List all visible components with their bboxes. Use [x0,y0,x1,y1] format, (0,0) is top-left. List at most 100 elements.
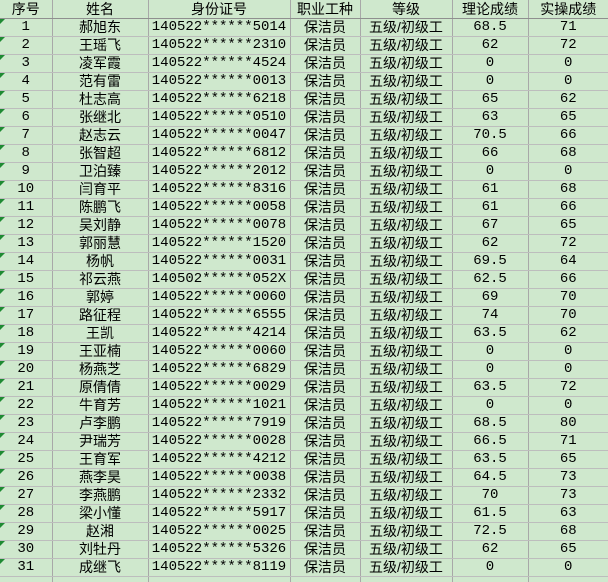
cell-id[interactable]: 140522******0510 [148,108,291,127]
cell-prac[interactable]: 0 [528,342,608,361]
table-row[interactable]: 9 卫泊臻 140522******2012 保洁员 五级/初级工 0 0 [0,162,608,181]
cell-seq[interactable]: 4 [0,72,53,91]
table-row[interactable]: 29 赵湘 140522******0025 保洁员 五级/初级工 72.5 68 [0,522,608,541]
cell-job[interactable]: 保洁员 [290,18,361,37]
cell-id[interactable]: 140522******2310 [148,36,291,55]
cell-name[interactable]: 卫泊臻 [52,162,149,181]
cell-seq[interactable]: 28 [0,504,53,523]
cell-name[interactable]: 王瑶飞 [52,36,149,55]
cell-id[interactable]: 140522******5917 [148,504,291,523]
empty-cell[interactable] [360,576,453,582]
cell-prac[interactable]: 0 [528,558,608,577]
column-header-id[interactable]: 身份证号 [148,0,291,19]
cell-grade[interactable]: 五级/初级工 [360,504,453,523]
cell-theory[interactable]: 61 [452,198,529,217]
cell-name[interactable]: 杜志高 [52,90,149,109]
cell-name[interactable]: 刘牡丹 [52,540,149,559]
cell-name[interactable]: 牛育芳 [52,396,149,415]
cell-grade[interactable]: 五级/初级工 [360,360,453,379]
cell-seq[interactable]: 14 [0,252,53,271]
cell-theory[interactable]: 62 [452,540,529,559]
cell-prac[interactable]: 0 [528,162,608,181]
cell-name[interactable]: 郭婷 [52,288,149,307]
empty-cell[interactable] [52,576,149,582]
cell-name[interactable]: 燕李昊 [52,468,149,487]
cell-seq[interactable]: 5 [0,90,53,109]
cell-name[interactable]: 凌军霞 [52,54,149,73]
cell-theory[interactable]: 69.5 [452,252,529,271]
table-row[interactable]: 14 杨帆 140522******0031 保洁员 五级/初级工 69.5 64 [0,252,608,271]
cell-theory[interactable]: 74 [452,306,529,325]
cell-name[interactable]: 杨燕芝 [52,360,149,379]
cell-id[interactable]: 140522******0029 [148,378,291,397]
cell-theory[interactable]: 63.5 [452,450,529,469]
cell-job[interactable]: 保洁员 [290,144,361,163]
cell-job[interactable]: 保洁员 [290,108,361,127]
cell-id[interactable]: 140502******052X [148,270,291,289]
empty-cell[interactable] [452,576,529,582]
cell-job[interactable]: 保洁员 [290,288,361,307]
cell-id[interactable]: 140522******0025 [148,522,291,541]
cell-seq[interactable]: 11 [0,198,53,217]
cell-prac[interactable]: 65 [528,108,608,127]
cell-name[interactable]: 郝旭东 [52,18,149,37]
cell-theory[interactable]: 62 [452,36,529,55]
cell-prac[interactable]: 80 [528,414,608,433]
cell-seq[interactable]: 9 [0,162,53,181]
cell-prac[interactable]: 0 [528,360,608,379]
cell-grade[interactable]: 五级/初级工 [360,540,453,559]
cell-job[interactable]: 保洁员 [290,306,361,325]
table-row[interactable]: 7 赵志云 140522******0047 保洁员 五级/初级工 70.5 66 [0,126,608,145]
cell-id[interactable]: 140522******6812 [148,144,291,163]
cell-name[interactable]: 原倩倩 [52,378,149,397]
cell-prac[interactable]: 66 [528,270,608,289]
cell-job[interactable]: 保洁员 [290,504,361,523]
cell-job[interactable]: 保洁员 [290,270,361,289]
cell-prac[interactable]: 71 [528,432,608,451]
cell-seq[interactable]: 15 [0,270,53,289]
cell-theory[interactable]: 68.5 [452,18,529,37]
cell-job[interactable]: 保洁员 [290,90,361,109]
cell-prac[interactable]: 68 [528,522,608,541]
cell-theory[interactable]: 0 [452,360,529,379]
cell-grade[interactable]: 五级/初级工 [360,324,453,343]
cell-seq[interactable]: 22 [0,396,53,415]
table-row[interactable]: 19 王亚楠 140522******0060 保洁员 五级/初级工 0 0 [0,342,608,361]
cell-job[interactable]: 保洁员 [290,450,361,469]
cell-grade[interactable]: 五级/初级工 [360,378,453,397]
cell-prac[interactable]: 62 [528,324,608,343]
cell-prac[interactable]: 72 [528,36,608,55]
table-row[interactable]: 28 梁小懂 140522******5917 保洁员 五级/初级工 61.5 63 [0,504,608,523]
cell-theory[interactable]: 62 [452,234,529,253]
cell-prac[interactable]: 63 [528,504,608,523]
cell-seq[interactable]: 10 [0,180,53,199]
cell-name[interactable]: 赵志云 [52,126,149,145]
cell-name[interactable]: 王育军 [52,450,149,469]
cell-id[interactable]: 140522******6829 [148,360,291,379]
cell-name[interactable]: 王凯 [52,324,149,343]
column-header-theory[interactable]: 理论成绩 [452,0,529,19]
column-header-job[interactable]: 职业工种 [290,0,361,19]
cell-theory[interactable]: 66 [452,144,529,163]
cell-seq[interactable]: 29 [0,522,53,541]
cell-name[interactable]: 张继北 [52,108,149,127]
cell-job[interactable]: 保洁员 [290,216,361,235]
cell-job[interactable]: 保洁员 [290,234,361,253]
cell-name[interactable]: 赵湘 [52,522,149,541]
cell-prac[interactable]: 0 [528,72,608,91]
table-row[interactable]: 21 原倩倩 140522******0029 保洁员 五级/初级工 63.5 72 [0,378,608,397]
cell-seq[interactable]: 8 [0,144,53,163]
cell-seq[interactable]: 26 [0,468,53,487]
cell-theory[interactable]: 0 [452,396,529,415]
cell-grade[interactable]: 五级/初级工 [360,414,453,433]
cell-job[interactable]: 保洁员 [290,72,361,91]
cell-name[interactable]: 王亚楠 [52,342,149,361]
cell-grade[interactable]: 五级/初级工 [360,36,453,55]
cell-job[interactable]: 保洁员 [290,378,361,397]
cell-prac[interactable]: 65 [528,450,608,469]
cell-job[interactable]: 保洁员 [290,522,361,541]
cell-name[interactable]: 尹瑞芳 [52,432,149,451]
cell-job[interactable]: 保洁员 [290,54,361,73]
cell-grade[interactable]: 五级/初级工 [360,18,453,37]
